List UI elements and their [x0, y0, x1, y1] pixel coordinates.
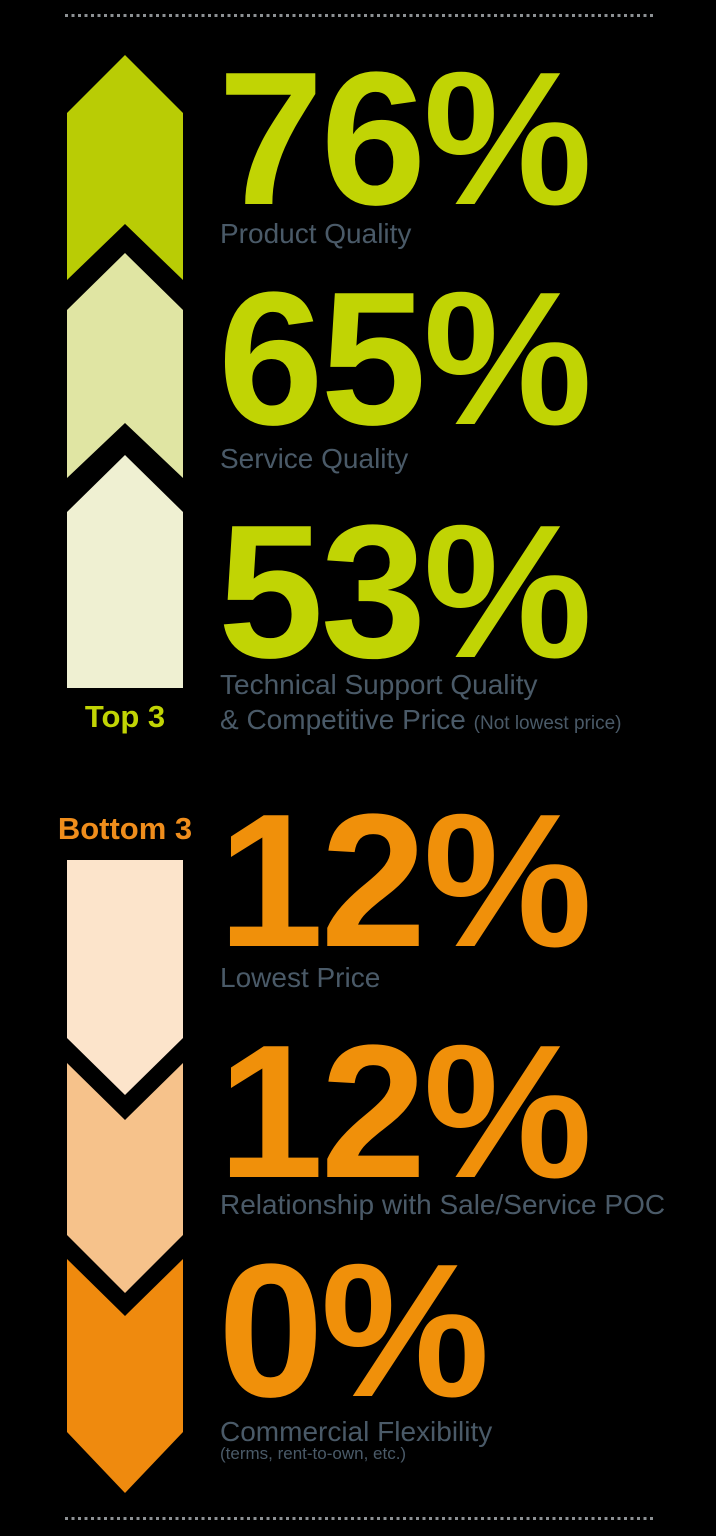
stat-value-service-quality: 65%	[218, 253, 592, 465]
stat-note-commercial-flexibility: (terms, rent-to-own, etc.)	[220, 1444, 407, 1463]
stat-label-relationship: Relationship with Sale/Service POC	[220, 1189, 666, 1220]
stat-label-tech-support: Technical Support Quality & Competitive …	[220, 667, 621, 741]
down-arrow-3-icon	[67, 1259, 183, 1493]
stat-value-relationship: 12%	[218, 1006, 592, 1218]
up-arrow-3-icon	[67, 455, 183, 688]
stat-label-service-quality: Service Quality	[220, 443, 409, 474]
up-arrow-1-icon	[67, 55, 183, 280]
stat-label-tech-support-line1: Technical Support Quality	[220, 669, 538, 700]
bottom3-section-label: Bottom 3	[57, 811, 193, 846]
stat-value-product-quality: 76%	[218, 33, 592, 245]
top3-section-label: Top 3	[84, 699, 166, 734]
stat-label-lowest-price: Lowest Price	[220, 962, 381, 993]
bottom-dotted-divider	[65, 1517, 653, 1520]
stat-value-commercial-flexibility: 0%	[218, 1225, 490, 1437]
stat-note-tech-support: (Not lowest price)	[473, 713, 622, 734]
stat-value-lowest-price: 12%	[218, 775, 592, 987]
down-arrow-2-icon	[67, 1063, 183, 1293]
up-arrow-2-icon	[67, 253, 183, 478]
stat-label-tech-support-line2: & Competitive Price	[220, 704, 466, 735]
top-dotted-divider	[65, 14, 653, 17]
stat-value-tech-support: 53%	[218, 486, 592, 698]
stat-label-commercial-flexibility: Commercial Flexibility	[220, 1416, 493, 1447]
stat-label-product-quality: Product Quality	[220, 218, 412, 249]
down-arrow-1-icon	[67, 860, 183, 1095]
